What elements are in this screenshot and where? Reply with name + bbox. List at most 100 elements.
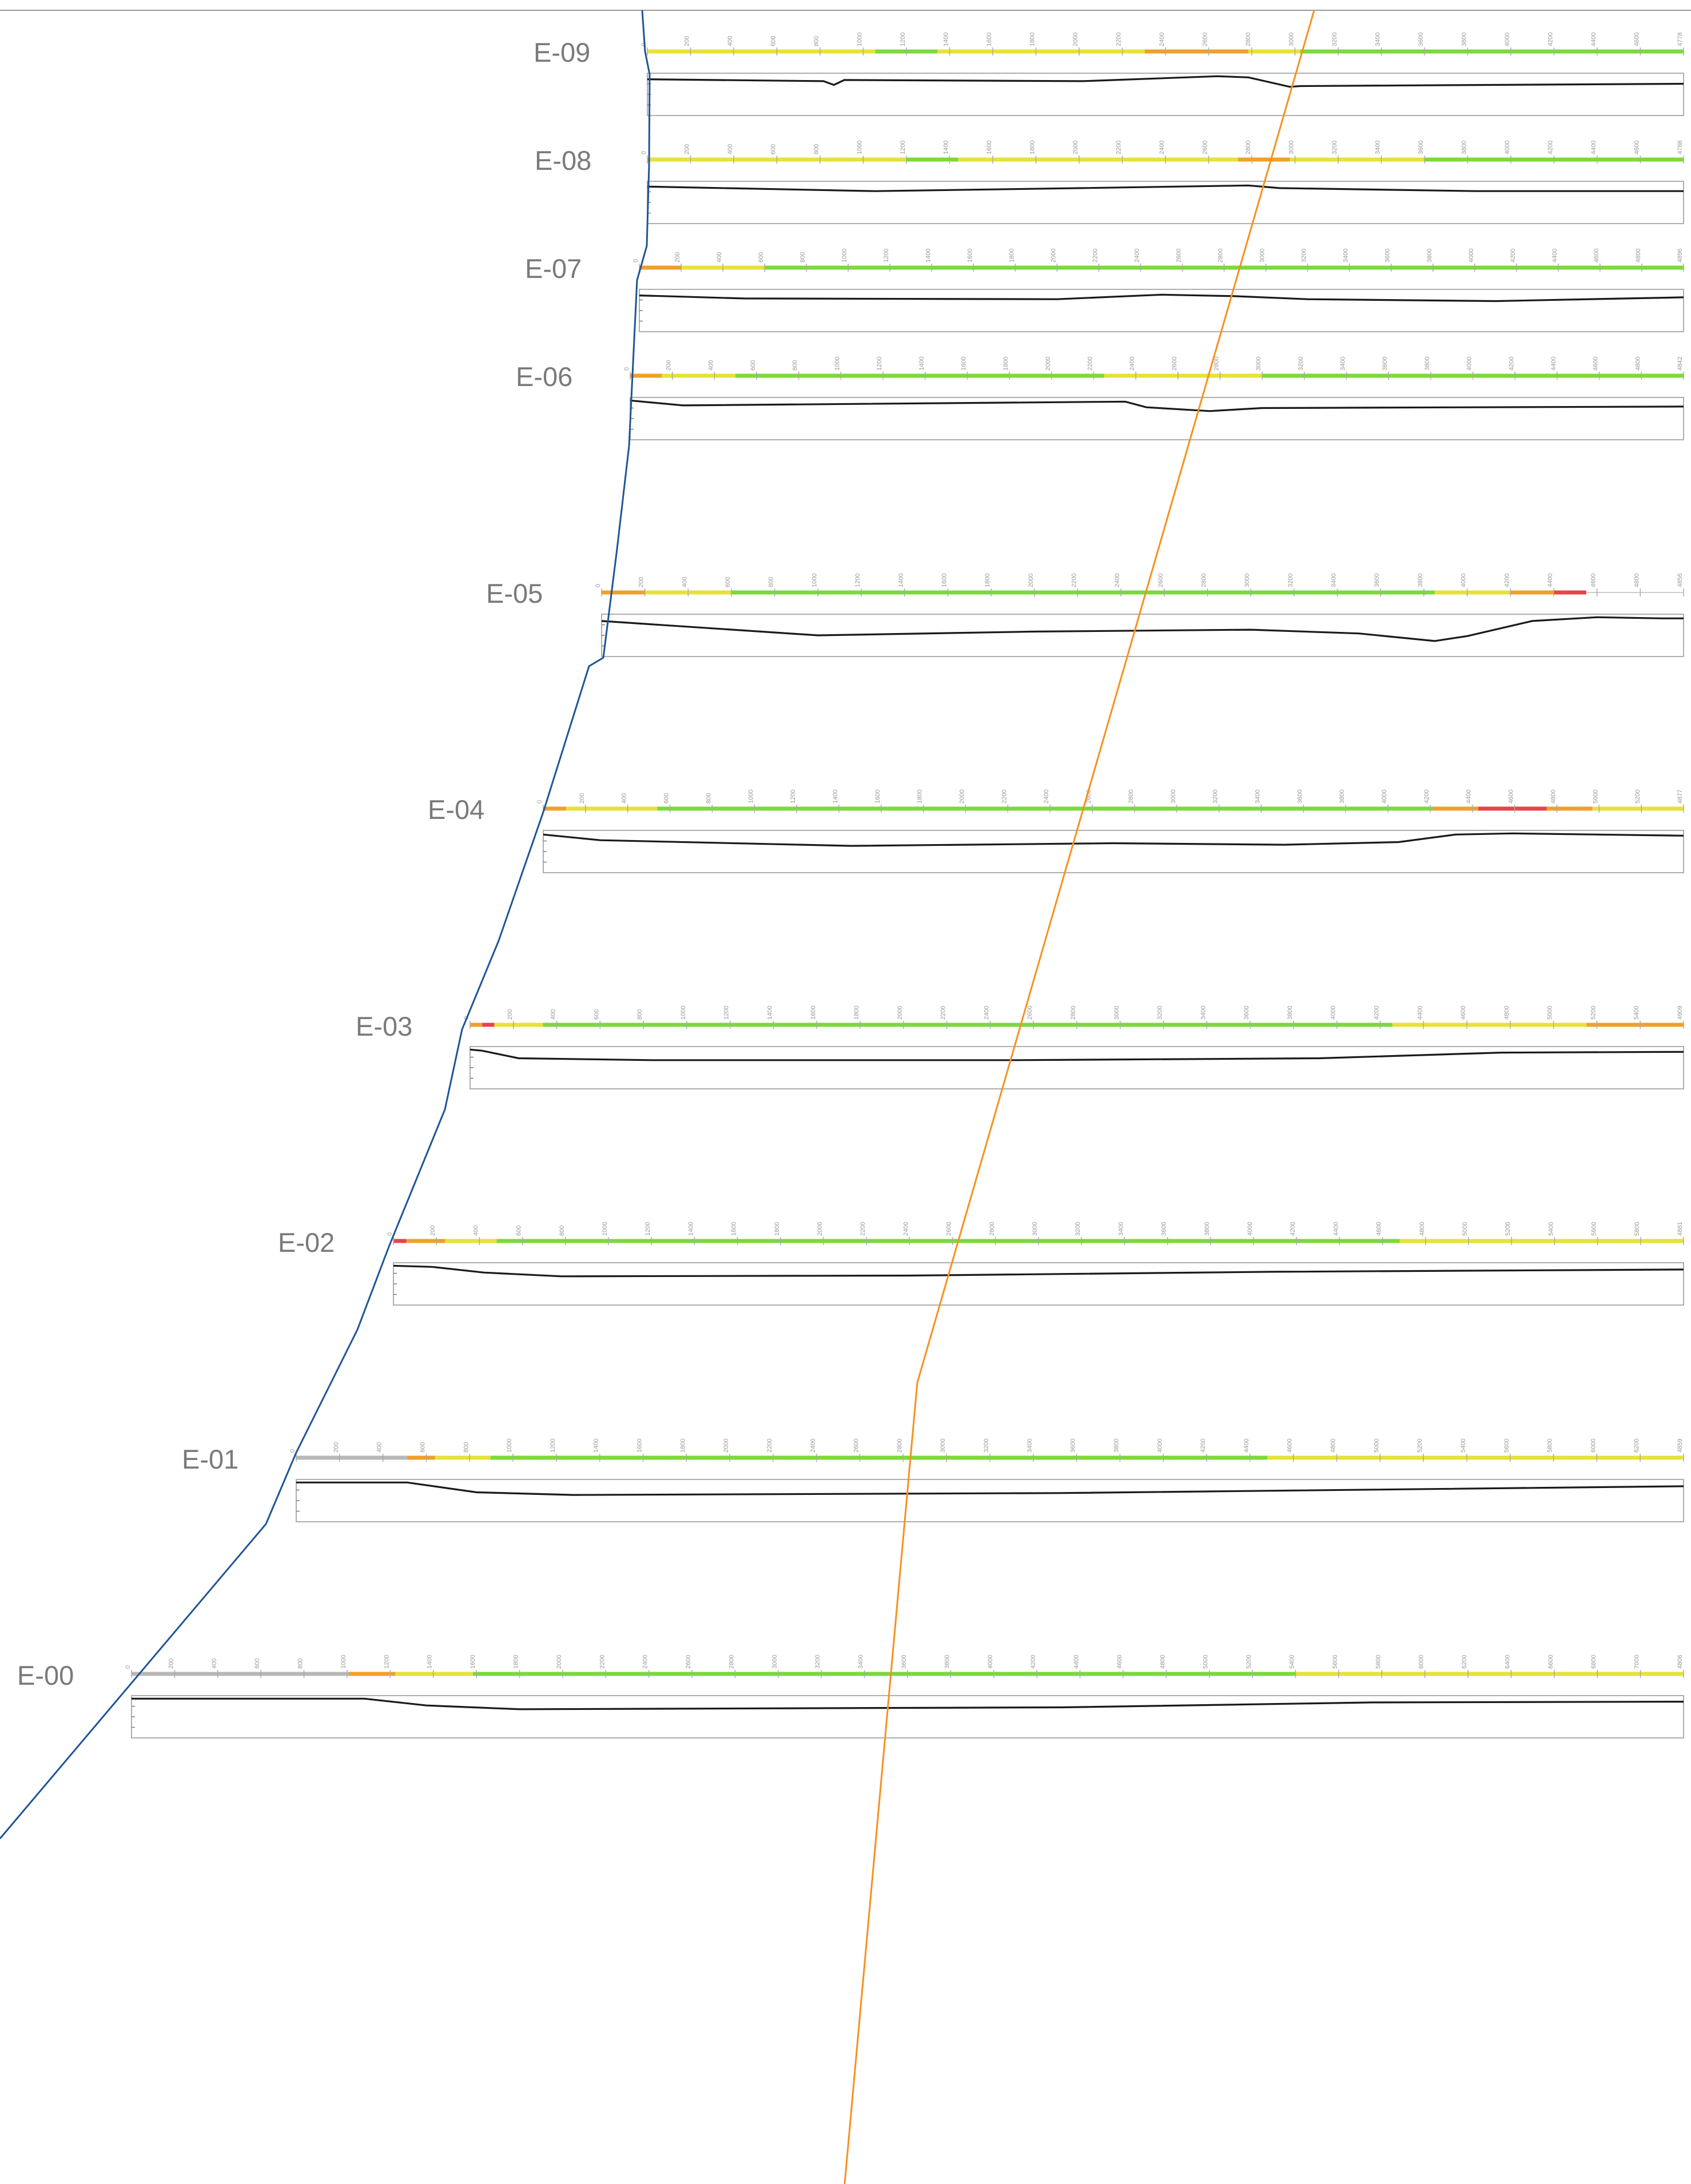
station-tick-label: 1400 (832, 790, 839, 803)
station-tick-label: 4600 (1590, 574, 1597, 587)
station-tick-label: 4778 (1677, 33, 1684, 46)
station-tick-label: 3600 (1161, 1222, 1168, 1236)
station-tick-label: 800 (636, 1009, 643, 1020)
station-tick-label: 1400 (593, 1439, 600, 1453)
station-tick-label: 1800 (774, 1222, 781, 1236)
station-tick-label: 600 (770, 144, 777, 154)
station-tick-label: 6800 (1590, 1655, 1597, 1669)
condition-segment-orange (406, 1239, 445, 1243)
station-tick-label: 4000 (1330, 1006, 1337, 1020)
station-tick-label: 2200 (1092, 249, 1099, 262)
station-tick-label: 4200 (1510, 249, 1517, 262)
station-tick-label: 5200 (1417, 1439, 1423, 1453)
station-tick-label: 1600 (986, 141, 993, 154)
station-tick-label: 3600 (1418, 141, 1425, 154)
station-tick-label: 3200 (1331, 33, 1338, 46)
station-tick-label: 600 (516, 1226, 523, 1236)
station-tick-label: 2200 (1116, 141, 1123, 154)
station-tick-label: 800 (813, 144, 820, 154)
station-tick-label: 3200 (1212, 790, 1219, 803)
station-tick-label: 2200 (599, 1655, 606, 1669)
station-tick-label: 6000 (1418, 1655, 1425, 1669)
station-tick-label: 4600 (1634, 141, 1641, 154)
station-tick-label: 3600 (1384, 249, 1391, 262)
station-tick-label: 2400 (810, 1439, 817, 1453)
station-tick-label: 3800 (1417, 574, 1424, 587)
station-tick-label: 2400 (902, 1222, 909, 1236)
station-tick-label: 1200 (883, 249, 890, 262)
station-tick-label: 3400 (1375, 33, 1382, 46)
section-label-e07: E-07 (525, 253, 582, 284)
station-tick-label: 0 (632, 259, 639, 262)
station-tick-label: 3600 (1070, 1439, 1077, 1453)
station-tick-label: 800 (792, 360, 799, 371)
condition-segment-yellow (435, 1455, 491, 1460)
station-tick-label: 3000 (771, 1655, 778, 1669)
station-tick-label: 400 (472, 1226, 479, 1236)
section-label-e04: E-04 (428, 794, 484, 825)
section-e-09: 0 200 400 600 800 1000 1200 1400 1600 1800 2000 220… (640, 33, 1684, 116)
condition-segment-red (482, 1023, 495, 1027)
condition-segment-yellow (1295, 1672, 1684, 1676)
station-tick-label: 2400 (1043, 790, 1050, 803)
station-tick-label: 4400 (1332, 1222, 1339, 1236)
condition-segment-orange (543, 806, 566, 811)
condition-segment-orange (602, 590, 645, 595)
elevation-profile-line (601, 616, 1684, 642)
station-tick-label: 5400 (1633, 1006, 1640, 1020)
station-tick-label: 1000 (834, 357, 841, 371)
station-tick-label: 2600 (1202, 33, 1209, 46)
station-tick-label: 800 (813, 36, 820, 46)
station-tick-label: 4000 (1504, 33, 1511, 46)
station-tick-label: 4400 (1547, 574, 1554, 587)
condition-segment-green (731, 590, 1435, 595)
station-tick-label: 2000 (1045, 357, 1052, 371)
condition-segment-orange (348, 1672, 396, 1676)
station-tick-label: 3000 (1170, 790, 1177, 803)
condition-segment-orange (470, 1023, 483, 1027)
profile-frame (543, 830, 1684, 873)
condition-segment-red (1553, 590, 1565, 595)
station-tick-label: 3200 (814, 1655, 821, 1669)
station-tick-label: 5200 (1505, 1222, 1511, 1236)
condition-segment-yellow (1104, 373, 1263, 378)
condition-segment-green (496, 1239, 1400, 1243)
station-tick-label: 1600 (874, 790, 881, 803)
station-tick-label: 1000 (857, 33, 864, 46)
section-e-00: 0 200 400 600 800 1000 1200 1400 1600 1800 2000 220… (125, 1655, 1684, 1739)
elevation-profile-line (647, 75, 1684, 88)
station-tick-label: 4400 (1590, 33, 1597, 46)
station-tick-label: 5800 (1547, 1439, 1554, 1453)
station-tick-label: 200 (684, 144, 691, 154)
section-e-03: 0 200 400 600 800 1000 1200 1400 1600 1800 2000 220… (463, 1006, 1684, 1089)
station-tick-label: 1200 (854, 574, 861, 587)
station-tick-label: 4877 (1677, 790, 1684, 803)
station-tick-label: 5000 (1203, 1655, 1209, 1669)
station-tick-label: 1800 (984, 574, 991, 587)
profile-frame (393, 1262, 1684, 1306)
station-tick-label: 4600 (1287, 1439, 1294, 1453)
station-tick-label: 800 (705, 793, 712, 803)
station-tick-label: 4200 (1508, 357, 1515, 371)
station-tick-label: 3600 (1243, 1006, 1250, 1020)
section-label-e09: E-09 (534, 37, 590, 67)
condition-segment-grey (296, 1455, 408, 1460)
station-tick-label: 4200 (1030, 1655, 1037, 1669)
condition-segment-yellow (937, 49, 1145, 54)
station-tick-label: 800 (768, 577, 775, 587)
station-tick-label: 2200 (1087, 357, 1093, 371)
station-tick-label: 6200 (1461, 1655, 1468, 1669)
station-tick-label: 2800 (1217, 249, 1224, 262)
station-tick-label: 800 (559, 1226, 566, 1236)
station-tick-label: 6400 (1504, 1655, 1511, 1669)
station-tick-label: 5600 (1503, 1439, 1510, 1453)
station-tick-label: 0 (387, 1232, 393, 1236)
station-tick-label: 2400 (1129, 357, 1136, 371)
station-tick-label: 600 (770, 36, 777, 46)
station-tick-label: 2200 (860, 1222, 866, 1236)
station-tick-label: 3800 (944, 1655, 950, 1669)
station-tick-label: 1200 (900, 33, 906, 46)
station-tick-label: 2000 (1072, 33, 1079, 46)
condition-segment-yellow (1267, 1455, 1684, 1460)
